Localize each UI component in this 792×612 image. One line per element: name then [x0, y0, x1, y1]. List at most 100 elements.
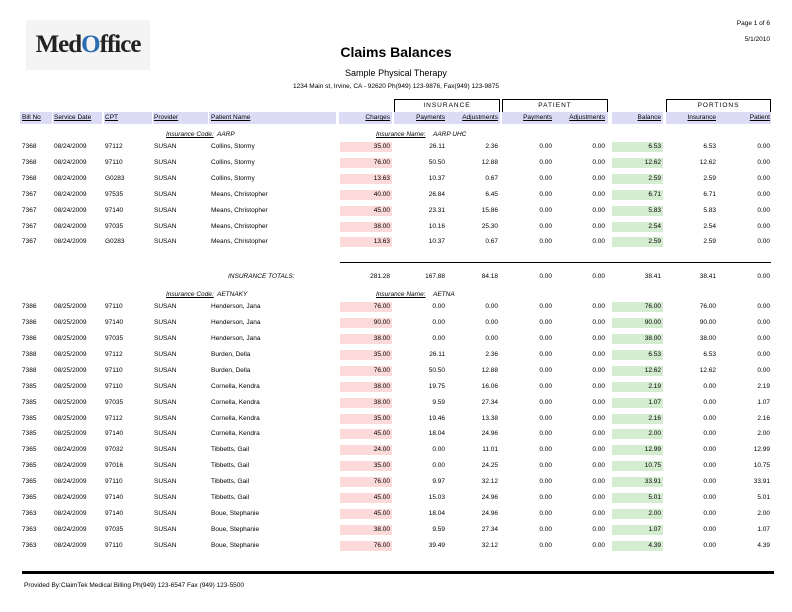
cell-pat-adjustments: 0.00 — [592, 430, 605, 438]
cell-charges: 38.00 — [340, 525, 392, 536]
cell-portion-patient: 33.91 — [753, 478, 770, 486]
cell-portion-patient: 0.00 — [757, 222, 770, 230]
cell-pat-payments: 0.00 — [539, 238, 552, 246]
cell-ins-payments: 0.00 — [432, 334, 445, 342]
cell-ins-adjustments: 6.45 — [485, 190, 498, 198]
cell-cpt: 97035 — [105, 398, 124, 406]
cell-ins-adjustments: 25.30 — [481, 222, 498, 230]
cell-portion-insurance: 0.00 — [703, 414, 716, 422]
cell-bill-no: 7386 — [22, 303, 37, 310]
cell-pat-payments: 0.00 — [539, 462, 552, 470]
cell-charges: 38.00 — [340, 333, 392, 344]
cell-ins-adjustments: 24.96 — [481, 510, 498, 518]
cell-provider: SUSAN — [154, 158, 177, 166]
cell-bill-no: 7363 — [22, 526, 37, 534]
cell-service-date: 08/24/2009 — [54, 446, 87, 454]
cell-charges: 76.00 — [340, 540, 392, 551]
cell-patient-name: Tibbetts, Gail — [211, 478, 250, 486]
practice-name: Sample Physical Therapy — [345, 68, 447, 78]
cell-portion-patient: 2.16 — [757, 414, 770, 422]
cell-pat-payments: 0.00 — [539, 190, 552, 198]
cell-ins-adjustments: 0.00 — [485, 334, 498, 342]
cell-provider: SUSAN — [154, 174, 177, 182]
cell-cpt: 97112 — [105, 143, 123, 150]
cell-patient-name: Means, Christopher — [211, 190, 268, 198]
cell-patient-name: Cornella, Kendra — [211, 414, 260, 422]
column-header-cpt: CPT — [105, 114, 118, 121]
cell-cpt: 97032 — [105, 446, 124, 454]
cell-service-date: 08/24/2009 — [54, 510, 87, 518]
cell-bill-no: 7363 — [22, 510, 37, 518]
cell-patient-name: Tibbetts, Gail — [211, 462, 250, 470]
cell-portion-patient: 2.00 — [757, 510, 770, 518]
total-portion-insurance: 38.41 — [699, 273, 716, 281]
cell-balance: 6.53 — [612, 349, 663, 360]
cell-service-date: 08/25/2009 — [54, 398, 87, 406]
cell-service-date: 08/24/2009 — [54, 526, 87, 534]
cell-portion-insurance: 0.00 — [703, 526, 716, 534]
cell-portion-patient: 10.75 — [753, 462, 770, 470]
cell-pat-payments: 0.00 — [539, 526, 552, 534]
cell-charges: 76.00 — [340, 365, 392, 376]
cell-pat-adjustments: 0.00 — [592, 398, 605, 406]
cell-cpt: 97140 — [105, 318, 124, 326]
cell-balance: 12.62 — [612, 157, 663, 168]
column-header-provider: Provider — [154, 114, 179, 121]
header-band — [394, 112, 500, 124]
cell-ins-payments: 18.04 — [428, 510, 445, 518]
cell-provider: SUSAN — [154, 510, 177, 518]
cell-patient-name: Tibbetts, Gail — [211, 446, 250, 454]
totals-divider — [340, 262, 771, 264]
cell-balance: 6.71 — [612, 189, 663, 200]
cell-pat-payments: 0.00 — [539, 366, 552, 374]
cell-ins-adjustments: 16.06 — [481, 382, 498, 390]
cell-balance: 2.54 — [612, 221, 663, 232]
insurance-code-label: Insurance Code: — [166, 131, 214, 138]
cell-service-date: 08/25/2009 — [54, 303, 87, 310]
cell-portion-insurance: 0.00 — [703, 430, 716, 438]
cell-pat-payments: 0.00 — [539, 414, 552, 422]
cell-service-date: 08/25/2009 — [54, 350, 87, 358]
cell-portion-insurance: 12.62 — [699, 366, 716, 374]
cell-provider: SUSAN — [154, 414, 177, 422]
header-band — [612, 112, 663, 124]
cell-balance: 5.83 — [612, 205, 663, 216]
column-header-pat-payments: Payments — [523, 114, 552, 121]
cell-service-date: 08/24/2009 — [54, 190, 87, 198]
cell-pat-adjustments: 0.00 — [592, 222, 605, 230]
cell-charges: 38.00 — [340, 221, 392, 232]
cell-bill-no: 7386 — [22, 334, 37, 342]
cell-pat-payments: 0.00 — [539, 318, 552, 326]
cell-provider: SUSAN — [154, 430, 177, 438]
total-ins-adjustments: 84.18 — [481, 273, 498, 281]
cell-patient-name: Collins, Stormy — [211, 143, 255, 150]
cell-pat-adjustments: 0.00 — [592, 510, 605, 518]
cell-provider: SUSAN — [154, 238, 177, 246]
group-patient: PATIENT — [502, 99, 608, 113]
cell-ins-payments: 50.50 — [428, 158, 445, 166]
cell-patient-name: Means, Christopher — [211, 206, 268, 214]
cell-pat-adjustments: 0.00 — [592, 318, 605, 326]
insurance-code-label: Insurance Code: — [166, 291, 214, 298]
cell-portion-insurance: 6.71 — [703, 190, 716, 198]
cell-cpt: 97140 — [105, 510, 124, 518]
cell-ins-payments: 26.11 — [429, 350, 445, 358]
header-band — [666, 112, 771, 124]
cell-cpt: 97110 — [105, 303, 123, 310]
cell-ins-payments: 0.00 — [432, 446, 445, 454]
cell-provider: SUSAN — [154, 350, 177, 358]
cell-charges: 38.00 — [340, 381, 392, 392]
cell-patient-name: Henderson, Jana — [211, 334, 261, 342]
cell-portion-insurance: 5.83 — [703, 206, 716, 214]
group-portions: PORTIONS — [666, 99, 771, 113]
cell-bill-no: 7385 — [22, 382, 37, 390]
cell-balance: 2.16 — [612, 413, 663, 424]
cell-portion-insurance: 0.00 — [703, 494, 716, 502]
cell-balance: 5.01 — [612, 493, 663, 504]
cell-cpt: 97110 — [105, 382, 123, 390]
report-date: 5/1/2010 — [744, 36, 770, 43]
cell-charges: 76.00 — [340, 477, 392, 488]
cell-cpt: 97112 — [105, 414, 123, 422]
cell-pat-payments: 0.00 — [539, 382, 552, 390]
insurance-name: AETNA — [433, 291, 455, 298]
